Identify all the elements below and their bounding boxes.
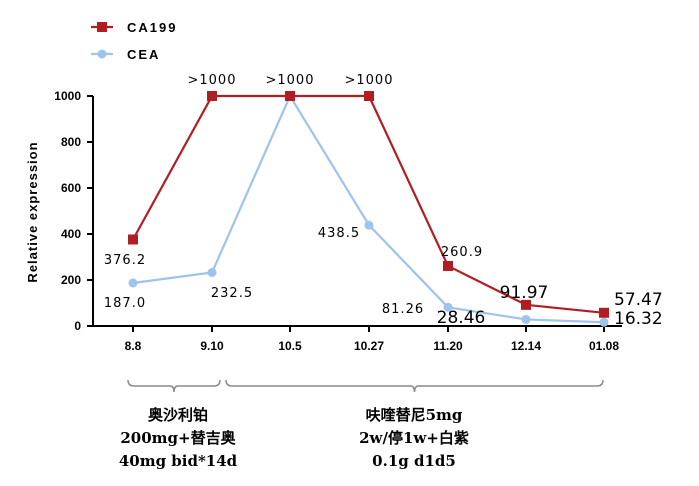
- annotation-text: 呋喹替尼5mg: [366, 406, 463, 424]
- legend-label-ca199: CA199: [127, 20, 177, 35]
- data-label-cea: 232.5: [211, 286, 253, 301]
- axes: 0 200 400 600 800 1000 8.8 9.10 10.5 10.27 11.20 12…: [54, 89, 622, 353]
- point-cea: [521, 314, 531, 324]
- x-tick-label: 9.10: [200, 339, 224, 353]
- data-label-cea: 187.0: [104, 296, 146, 311]
- data-labels: 376.2 >1000 >1000 >1000 260.9 91.97 57.47 187.0…: [104, 73, 663, 329]
- x-tick-label: 01.08: [589, 339, 619, 353]
- x-tick-label: 10.5: [278, 339, 302, 353]
- point-cea: [128, 278, 138, 288]
- point-cea: [599, 317, 609, 327]
- y-tick-label: 400: [61, 227, 81, 241]
- data-label-ca199: >1000: [188, 73, 237, 88]
- point-cea: [207, 268, 217, 278]
- annotation-bracket: [225, 379, 604, 393]
- legend-marker-cea: [97, 49, 107, 59]
- y-tick-label: 600: [61, 181, 81, 195]
- x-tick-label: 8.8: [125, 339, 142, 353]
- data-label-ca199: >1000: [266, 73, 315, 88]
- point-cea: [443, 302, 453, 312]
- annotation-text: 200mg+替吉奥: [120, 429, 236, 447]
- point-cea: [364, 220, 374, 230]
- series-line-ca199: [132, 94, 605, 314]
- y-axis-label: Relative expression: [25, 141, 40, 282]
- y-tick-label: 800: [61, 135, 81, 149]
- legend: CA199 CEA: [91, 20, 177, 62]
- x-tick-label: 11.20: [433, 339, 463, 353]
- point-ca199: [443, 260, 453, 271]
- annotation-text: 2w/停1w+白紫: [359, 429, 469, 447]
- y-tick-label: 200: [61, 273, 81, 287]
- point-ca199: [285, 91, 295, 101]
- data-label-cea: 438.5: [318, 226, 360, 241]
- series-group: [128, 91, 609, 327]
- annotation-text: 奥沙利铂: [148, 406, 208, 424]
- data-label-ca199: 260.9: [441, 245, 483, 260]
- annotation-bracket: [127, 379, 221, 393]
- legend-label-cea: CEA: [127, 47, 160, 62]
- data-label-ca199: >1000: [345, 73, 394, 88]
- annotation-text: 0.1g d1d5: [372, 452, 456, 470]
- point-ca199: [364, 91, 374, 101]
- data-label-cea: 16.32: [614, 309, 663, 329]
- y-tick-label: 0: [74, 319, 81, 333]
- point-ca199: [207, 91, 217, 101]
- point-ca199: [128, 234, 138, 245]
- legend-marker-ca199: [97, 22, 107, 32]
- data-label-ca199: 57.47: [614, 290, 663, 310]
- point-ca199: [521, 299, 531, 310]
- treatment-annotations: 奥沙利铂 200mg+替吉奥 40mg bid*14d 呋喹替尼5mg 2w/停1w+白…: [119, 379, 604, 470]
- data-label-cea: 28.46: [437, 308, 486, 328]
- point-ca199: [599, 307, 609, 318]
- data-label-ca199: 376.2: [104, 253, 146, 268]
- data-label-ca199: 91.97: [500, 283, 549, 303]
- y-tick-label: 1000: [54, 89, 81, 103]
- data-label-cea: 81.26: [382, 302, 424, 317]
- x-tick-label: 10.27: [354, 339, 384, 353]
- annotation-text: 40mg bid*14d: [119, 452, 238, 470]
- x-tick-label: 12.14: [511, 339, 541, 353]
